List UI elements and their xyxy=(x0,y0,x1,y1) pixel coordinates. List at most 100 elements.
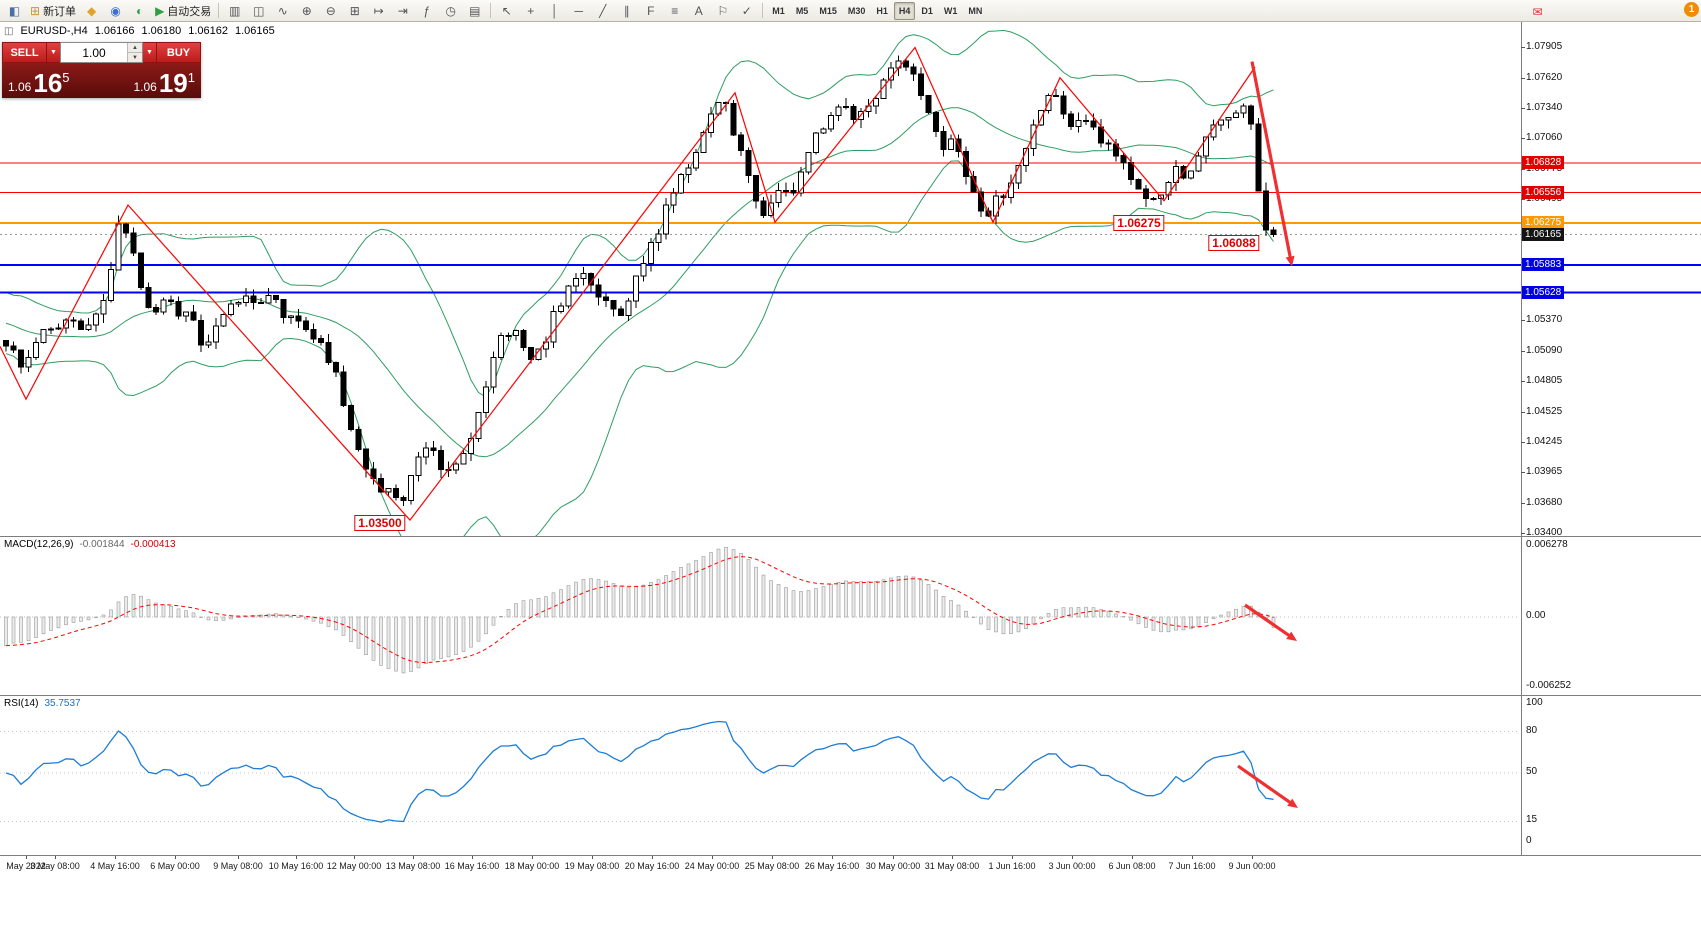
auto-scroll-icon[interactable]: ↦ xyxy=(367,1,390,21)
macd-histogram-bar xyxy=(851,581,856,618)
macd-histogram-bar xyxy=(791,590,796,618)
macd-histogram-bar xyxy=(731,549,736,618)
sell-options-caret-icon[interactable]: ▼ xyxy=(47,42,60,63)
time-tick-mark xyxy=(238,856,239,859)
macd-down-arrow[interactable] xyxy=(1244,603,1297,641)
trendline-icon[interactable]: ╱ xyxy=(591,1,614,21)
macd-histogram-bar xyxy=(581,578,586,618)
time-tick-mark xyxy=(1012,856,1013,859)
candle-body xyxy=(348,404,354,430)
time-tick-mark xyxy=(712,856,713,859)
channel-icon[interactable]: ∥ xyxy=(615,1,638,21)
notification-badge[interactable]: 1 xyxy=(1684,2,1699,17)
macd-histogram-bar xyxy=(656,579,661,618)
crosshair-icon[interactable]: + xyxy=(519,1,542,21)
zigzag-trendline[interactable] xyxy=(0,46,1256,522)
price-annotation[interactable]: 1.06275 xyxy=(1113,214,1165,231)
rsi-down-arrow[interactable] xyxy=(1237,764,1298,808)
macd-histogram-bar xyxy=(191,612,196,618)
time-scale[interactable]: May 2022 3 May 08:00 4 May 16:00 6 May 00:0… xyxy=(0,855,1701,876)
time-tick-label: 4 May 16:00 xyxy=(90,861,140,871)
macd-histogram-bar xyxy=(784,587,788,618)
price-annotation[interactable]: 1.06088 xyxy=(1208,235,1260,252)
time-tick-mark xyxy=(296,856,297,859)
timeframe-mn[interactable]: MN xyxy=(968,5,983,16)
time-tick-label: 12 May 00:00 xyxy=(326,861,382,871)
new-order-button[interactable]: ⊞ 新订单 xyxy=(27,1,79,21)
sell-button[interactable]: SELL xyxy=(2,42,47,63)
zoom-out-icon[interactable]: ⊖ xyxy=(319,1,342,21)
timeframe-h4[interactable]: H4 xyxy=(893,1,916,20)
templates-icon[interactable]: ▤ xyxy=(463,1,486,21)
hline-icon[interactable]: ─ xyxy=(567,1,590,21)
rsi-axis-label: 80 xyxy=(1526,724,1538,736)
label-icon[interactable]: ⚐ xyxy=(711,1,734,21)
time-tick-label: 16 May 16:00 xyxy=(444,861,500,871)
periods-icon[interactable]: ◷ xyxy=(439,1,462,21)
candle-body xyxy=(1248,105,1254,125)
time-tick-mark xyxy=(893,856,894,859)
timeframe-m5[interactable]: M5 xyxy=(795,5,809,16)
timeframe-m30[interactable]: M30 xyxy=(847,5,866,16)
timeframe-h1[interactable]: H1 xyxy=(876,5,888,16)
zoom-in-icon[interactable]: ⊕ xyxy=(295,1,318,21)
metaeditor-icon[interactable]: ◆ xyxy=(80,1,103,21)
buy-options-caret-icon[interactable]: ▼ xyxy=(143,42,156,63)
candle-body xyxy=(633,275,639,302)
timeframe-m15[interactable]: M15 xyxy=(819,5,837,16)
macd-histogram-bar xyxy=(619,586,623,618)
price-annotation[interactable]: 1.03500 xyxy=(354,515,406,532)
chart-shift-icon[interactable]: ⇥ xyxy=(391,1,414,21)
volume-down-button[interactable]: ▼ xyxy=(128,53,142,62)
rsi-panel[interactable] xyxy=(0,695,1701,856)
autotrading-button[interactable]: ▶ 自动交易 xyxy=(152,1,214,21)
volume-field: ▲ ▼ xyxy=(60,42,143,63)
time-tick-label: 13 May 08:00 xyxy=(385,861,441,871)
macd-histogram-bar xyxy=(499,616,503,618)
candle-body xyxy=(385,488,392,493)
market-watch-icon[interactable]: ◉ xyxy=(104,1,127,21)
timeframe-w1[interactable]: W1 xyxy=(943,5,958,16)
volume-input[interactable] xyxy=(61,43,127,62)
candle-body xyxy=(310,329,317,340)
macd-histogram-bar xyxy=(169,605,173,618)
time-tick-mark xyxy=(1192,856,1193,859)
sell-signal-arrow[interactable] xyxy=(1250,61,1295,267)
chart-area[interactable]: May 2022 3 May 08:00 4 May 16:00 6 May 00:0… xyxy=(0,22,1701,943)
tile-windows-icon[interactable]: ⊞ xyxy=(343,1,366,21)
macd-histogram-bar xyxy=(1166,616,1171,633)
volume-up-button[interactable]: ▲ xyxy=(128,43,142,53)
candle-body xyxy=(775,190,782,204)
line-chart-icon[interactable]: ∿ xyxy=(271,1,294,21)
macd-histogram-bar xyxy=(814,588,818,618)
timeframe-m1[interactable]: M1 xyxy=(772,5,785,16)
price-chart[interactable] xyxy=(0,22,1701,536)
vline-icon[interactable]: │ xyxy=(543,1,566,21)
strategy-tester-icon[interactable]: ◐ xyxy=(128,1,151,21)
toolbar-separator xyxy=(490,3,492,18)
indicators-icon[interactable]: ƒ xyxy=(415,1,438,21)
cursor-icon[interactable]: ↖ xyxy=(495,1,518,21)
terminal-icon[interactable]: ◧ xyxy=(3,1,26,21)
candle-body xyxy=(753,175,759,202)
macd-panel[interactable] xyxy=(0,536,1701,696)
macd-histogram-bar xyxy=(536,597,541,618)
text-icon[interactable]: A xyxy=(687,1,710,21)
macd-histogram-bar xyxy=(1174,616,1178,631)
time-tick-label: 10 May 16:00 xyxy=(268,861,324,871)
candle-body xyxy=(453,463,459,471)
price-tick-label: 1.07905 xyxy=(1526,41,1563,52)
macd-histogram-bar xyxy=(604,580,608,618)
bar-chart-icon[interactable]: ▥ xyxy=(223,1,246,21)
candle-body xyxy=(1098,126,1104,144)
time-tick-mark xyxy=(532,856,533,859)
arrows-icon[interactable]: ✓ xyxy=(735,1,758,21)
timeframe-d1[interactable]: D1 xyxy=(921,5,933,16)
shapes-icon[interactable]: ≡ xyxy=(663,1,686,21)
candle-body xyxy=(1083,119,1089,122)
candlestick-chart-icon[interactable]: ◫ xyxy=(247,1,270,21)
macd-histogram-bar xyxy=(881,579,886,618)
fibonacci-icon[interactable]: F xyxy=(639,1,662,21)
inbox-icon[interactable]: ✉ xyxy=(1526,2,1549,22)
buy-button[interactable]: BUY xyxy=(156,42,201,63)
